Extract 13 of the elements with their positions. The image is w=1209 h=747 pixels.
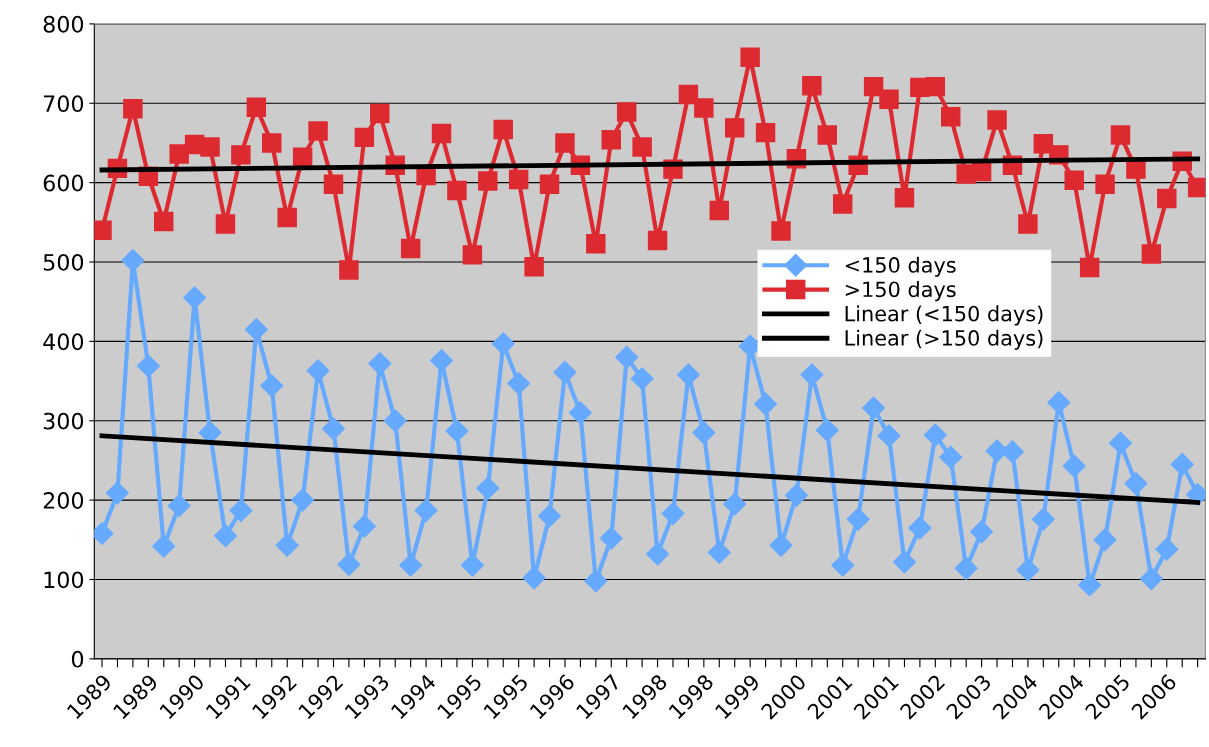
y-tick-label: 100 [44, 571, 84, 589]
y-tick-label: 700 [43, 95, 84, 113]
y-tick-label: 400 [43, 333, 84, 351]
legend-label: Linear (>150 days) [845, 329, 1043, 350]
y-tick-label: 800 [43, 15, 84, 33]
y-tick-label: 300 [43, 412, 84, 430]
y-tick-label: 500 [43, 253, 84, 271]
y-tick-label: 200 [43, 492, 84, 509]
legend-label: <150 days [845, 256, 956, 277]
legend-label: >150 days [845, 281, 956, 302]
y-tick-label: 600 [43, 174, 84, 192]
legend-label: Linear (<150 days) [845, 305, 1043, 326]
y-tick-label: 0 [71, 650, 84, 668]
